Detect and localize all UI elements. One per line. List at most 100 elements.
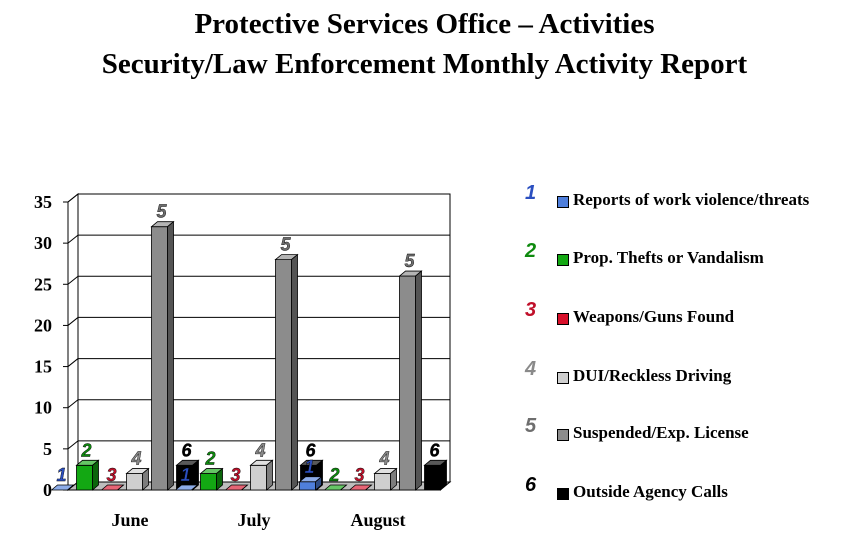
y-tick-label: 35 xyxy=(34,192,52,212)
bar xyxy=(373,467,398,491)
bar xyxy=(174,484,199,491)
bar xyxy=(398,270,423,491)
gridline-side xyxy=(67,234,79,244)
bar xyxy=(199,467,224,491)
bar-series-label: 6 xyxy=(429,440,440,460)
bar xyxy=(224,484,249,491)
legend-number: 1 xyxy=(525,182,537,204)
bar-side xyxy=(192,459,199,491)
bar-side xyxy=(415,270,422,491)
bar xyxy=(75,459,100,491)
bar xyxy=(125,467,150,491)
bar-series-label: 3 xyxy=(354,465,364,485)
bar-side xyxy=(390,467,397,491)
bar-side xyxy=(167,220,174,491)
bar xyxy=(323,484,348,491)
bar-series-label: 5 xyxy=(156,202,167,222)
bar-side xyxy=(142,467,149,491)
bar-series-label: 3 xyxy=(106,465,116,485)
bar-front xyxy=(399,275,416,491)
bar xyxy=(100,484,125,491)
gridline-side xyxy=(67,193,79,203)
gridline-side xyxy=(67,358,79,367)
legend-label: Prop. Thefts or Vandalism xyxy=(573,248,764,267)
legend-number: 2 xyxy=(525,240,537,262)
legend-label: Reports of work violence/threats xyxy=(573,190,810,209)
gridline-side xyxy=(67,275,79,285)
bar-side xyxy=(92,459,99,491)
bar xyxy=(423,459,448,491)
bar-front xyxy=(76,464,93,491)
bar-side xyxy=(365,484,372,491)
legend-swatch xyxy=(557,429,569,441)
bar-series-label: 2 xyxy=(204,449,215,469)
bar-series-label: 1 xyxy=(180,465,190,485)
bar-side xyxy=(340,484,347,491)
bar-side xyxy=(191,484,198,491)
bar-series-label: 5 xyxy=(404,251,415,271)
y-tick-label: 15 xyxy=(34,357,52,377)
bar-side xyxy=(67,484,74,491)
legend-number: 6 xyxy=(525,474,537,496)
bar-series-label: 4 xyxy=(130,449,141,469)
legend-number: 3 xyxy=(525,299,537,321)
legend-number: 4 xyxy=(525,358,537,380)
legend-label: DUI/Reckless Driving xyxy=(573,366,732,385)
bar-side xyxy=(241,484,248,491)
bar-front xyxy=(424,464,441,491)
bar xyxy=(298,475,323,491)
bar-front xyxy=(200,473,217,491)
bar-series-label: 6 xyxy=(305,440,316,460)
bar-series-label: 1 xyxy=(304,457,314,477)
chart-back-wall xyxy=(77,193,451,483)
bar-front xyxy=(151,226,168,491)
legend-swatch xyxy=(557,313,569,325)
bar-series-label: 3 xyxy=(230,465,240,485)
legend-label: Suspended/Exp. License xyxy=(573,423,749,442)
chart-title-line-2: Security/Law Enforcement Monthly Activit… xyxy=(101,48,748,80)
legend-swatch xyxy=(557,372,569,384)
x-category-label: August xyxy=(350,510,405,530)
y-tick-label: 0 xyxy=(43,480,52,500)
bar-series-label: 2 xyxy=(328,465,339,485)
bar-series-label: 4 xyxy=(378,449,389,469)
y-tick-label: 25 xyxy=(34,274,52,294)
bar xyxy=(249,459,274,491)
gridline-side xyxy=(67,440,79,450)
bar-front xyxy=(126,473,143,491)
x-category-label: July xyxy=(237,510,270,530)
bar-series-label: 1 xyxy=(56,465,66,485)
y-tick-label: 30 xyxy=(34,233,52,253)
bar xyxy=(274,253,299,491)
gridline-side xyxy=(67,399,79,409)
bar xyxy=(150,220,175,491)
chart-side-wall xyxy=(67,192,79,492)
bar-series-label: 6 xyxy=(181,440,192,460)
gridline-side xyxy=(67,317,79,326)
legend-label: Weapons/Guns Found xyxy=(573,307,735,326)
legend-label: Outside Agency Calls xyxy=(573,482,728,501)
bar-side xyxy=(266,459,273,491)
bar-front xyxy=(299,481,316,491)
legend-swatch xyxy=(557,196,569,208)
legend-number: 5 xyxy=(525,415,537,437)
bar-side xyxy=(216,467,223,491)
bar-front xyxy=(374,473,391,491)
bar-side xyxy=(315,475,322,491)
bar xyxy=(348,484,373,491)
bar-side xyxy=(440,459,447,491)
bar-series-label: 2 xyxy=(80,440,91,460)
bar-side xyxy=(117,484,124,491)
chart-title-line-1: Protective Services Office – Activities xyxy=(194,8,655,40)
bar-series-label: 5 xyxy=(280,235,291,255)
x-category-label: June xyxy=(111,510,148,530)
bar-side xyxy=(291,253,298,491)
bar-series-label: 4 xyxy=(254,440,265,460)
bar xyxy=(175,459,200,491)
bar-front xyxy=(275,259,292,491)
legend-swatch xyxy=(557,488,569,500)
y-tick-label: 5 xyxy=(43,439,52,459)
bar-front xyxy=(250,464,267,491)
y-tick-label: 10 xyxy=(34,398,52,418)
